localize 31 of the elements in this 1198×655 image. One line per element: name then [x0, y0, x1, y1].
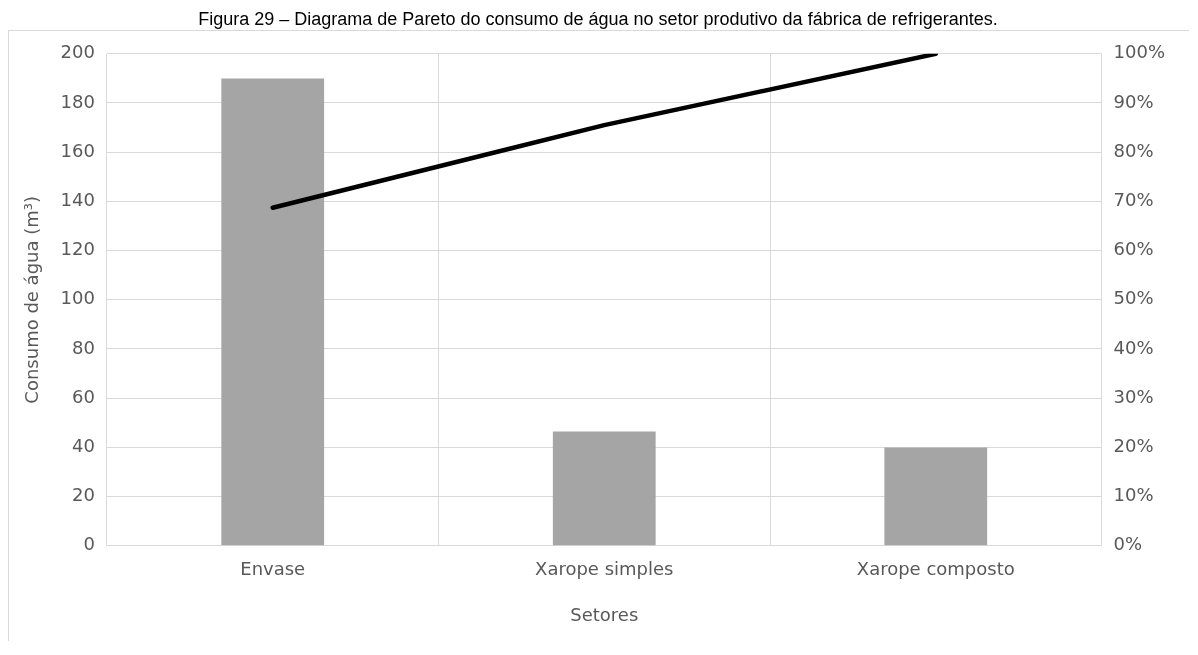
y2-tick-label: 90% — [1113, 90, 1154, 112]
x-tick-label: Xarope simples — [535, 558, 674, 580]
bar — [221, 78, 325, 546]
chart-title: Figura 29 – Diagrama de Pareto do consumo de água no setor produtivo da fábrica de refrigerantes. — [197, 8, 999, 30]
y-tick-label: 40 — [72, 435, 95, 457]
y2-tick-label: 50% — [1113, 287, 1154, 309]
x-axis-title: Setores — [570, 603, 639, 625]
y2-tick-label: 80% — [1113, 139, 1154, 161]
y-tick-label: 80 — [72, 336, 95, 358]
y-tick-label: 140 — [60, 189, 95, 211]
y2-tick-label: 0% — [1113, 533, 1143, 555]
y2-tick-label: 100% — [1113, 41, 1166, 63]
bar — [884, 447, 988, 546]
y-tick-label: 100 — [60, 287, 95, 309]
y2-tick-label: 10% — [1113, 484, 1154, 506]
y2-tick-label: 30% — [1113, 385, 1154, 407]
y-tick-label: 160 — [60, 139, 95, 161]
y2-tick-label: 60% — [1113, 238, 1154, 260]
y-tick-label: 60 — [72, 385, 95, 407]
x-tick-label: Envase — [240, 558, 306, 580]
bar — [552, 431, 656, 546]
y2-tick-label: 70% — [1113, 189, 1154, 211]
y2-tick-label: 20% — [1113, 435, 1154, 457]
y-tick-label: 200 — [60, 41, 95, 63]
y-axis-title: Consumo de água (m³) — [21, 195, 43, 404]
x-tick-label: Xarope composto — [856, 558, 1015, 580]
y-tick-label: 120 — [60, 238, 95, 260]
y-tick-label: 180 — [60, 90, 95, 112]
y2-tick-label: 40% — [1113, 336, 1154, 358]
y-tick-label: 0 — [83, 533, 95, 555]
y-tick-label: 20 — [72, 484, 95, 506]
